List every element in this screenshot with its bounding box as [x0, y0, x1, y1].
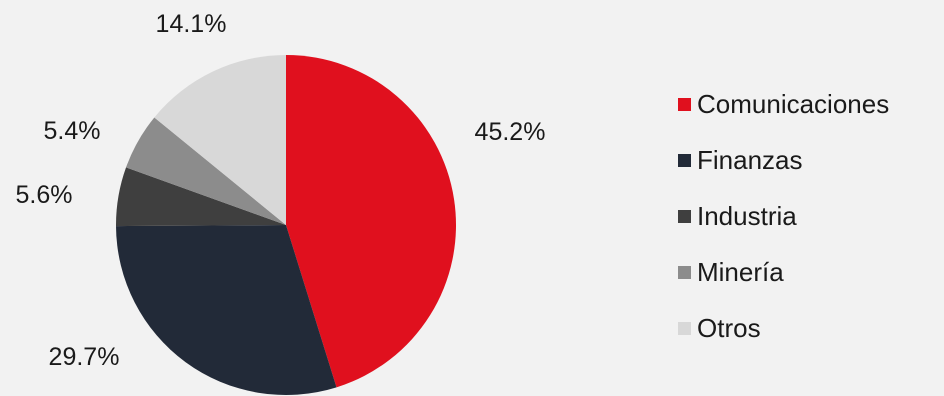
legend-item: Industria: [678, 198, 889, 234]
legend-item: Comunicaciones: [678, 86, 889, 122]
pie-slice-comunicaciones: [286, 55, 456, 388]
pie-slice-industria: [116, 167, 286, 227]
legend-label: Minería: [697, 256, 784, 287]
legend-label: Otros: [697, 312, 761, 343]
data-label-otros: 14.1%: [156, 10, 227, 38]
pie-slice-miner-a: [126, 117, 287, 225]
legend-item: Finanzas: [678, 142, 889, 178]
legend-item: Otros: [678, 310, 889, 346]
data-label-comunicaciones: 45.2%: [475, 118, 546, 146]
data-label-industria: 5.6%: [16, 181, 73, 209]
legend-swatch: [678, 97, 691, 111]
legend-swatch: [678, 153, 691, 167]
legend-swatch: [678, 209, 691, 223]
legend-label: Comunicaciones: [697, 88, 890, 119]
legend-label: Finanzas: [697, 144, 803, 175]
pie-slice-finanzas: [116, 225, 337, 395]
pie-slice-otros: [154, 55, 286, 225]
legend: Comunicaciones Finanzas Industria Minería Ot…: [678, 86, 889, 346]
data-label-finanzas: 29.7%: [49, 343, 120, 371]
legend-label: Industria: [697, 200, 797, 231]
data-label-miner-a: 5.4%: [44, 117, 101, 145]
legend-swatch: [678, 321, 691, 335]
legend-swatch: [678, 265, 691, 279]
legend-item: Minería: [678, 254, 889, 290]
